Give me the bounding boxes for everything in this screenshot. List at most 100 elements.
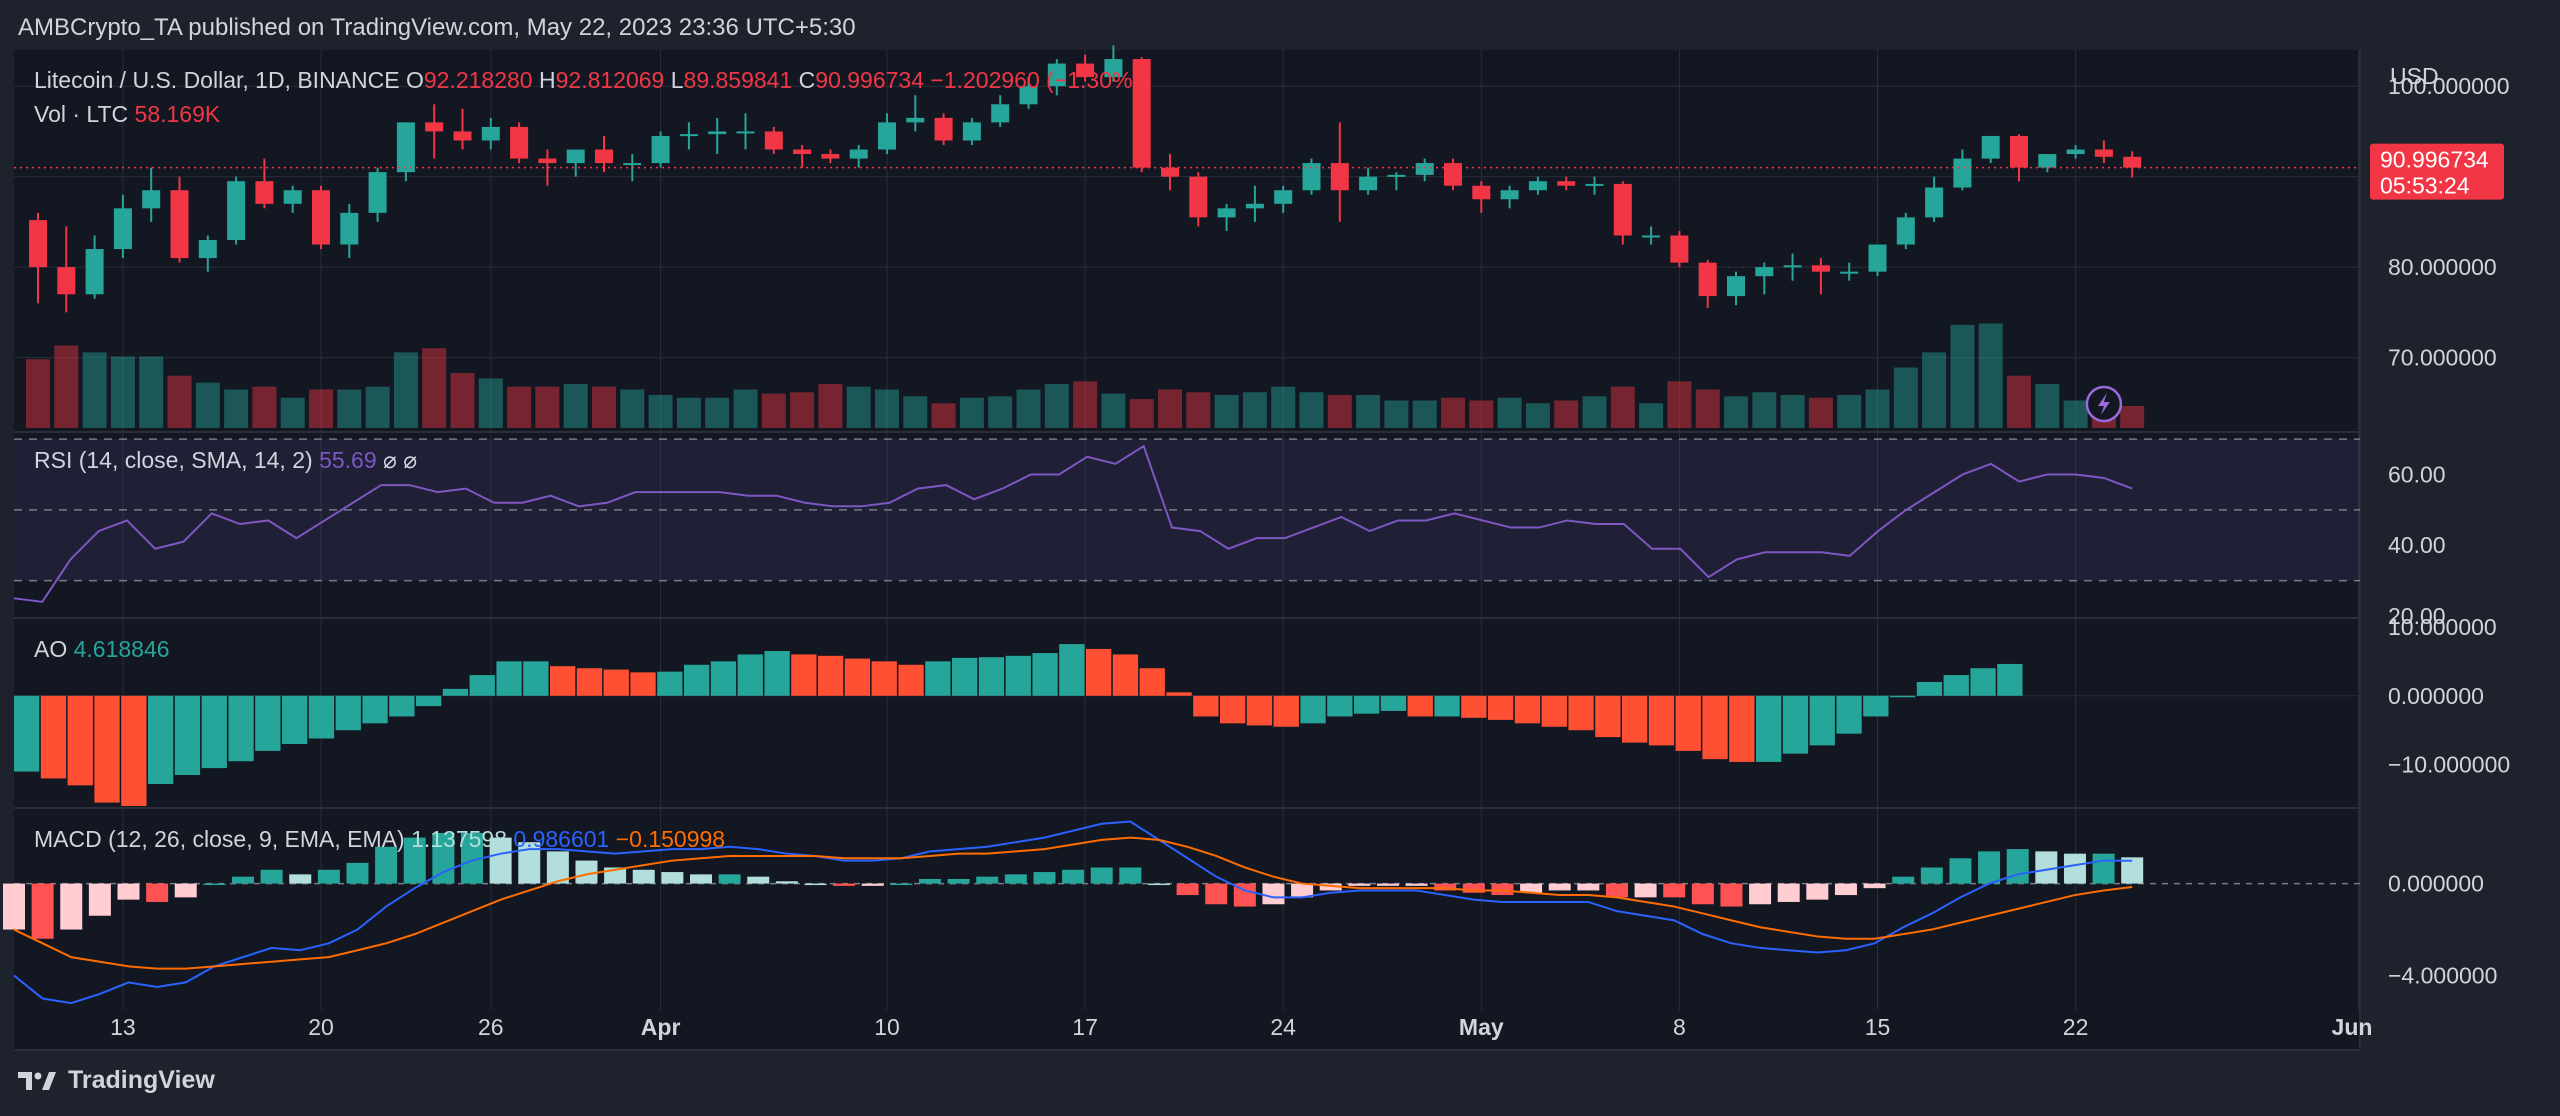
price-tick-label: 100.000000: [2388, 73, 2510, 99]
volume-bar: [2007, 375, 2031, 428]
volume-bar: [1922, 352, 1947, 428]
macd-histogram-bar: [1663, 883, 1686, 898]
ao-bar: [201, 695, 227, 769]
x-tick-label: May: [1459, 1014, 1504, 1040]
price-tick-label: 70.000000: [2388, 345, 2497, 371]
ao-bar: [308, 695, 335, 739]
candle-body: [1444, 163, 1462, 186]
volume-bar: [790, 392, 815, 428]
macd-legend: MACD (12, 26, close, 9, EMA, EMA) 1.1375…: [34, 826, 725, 852]
axes: USD100.00000080.00000070.00000090.996734…: [110, 63, 2510, 1040]
ao-bar: [174, 695, 201, 775]
tradingview-logo[interactable]: TradingView: [18, 1066, 215, 1095]
macd-histogram-bar: [403, 837, 426, 884]
volume-bar: [676, 397, 701, 428]
macd-histogram-bar: [3, 883, 25, 930]
x-tick-label: 22: [2063, 1014, 2089, 1040]
price-tick-label: 80.000000: [2388, 254, 2497, 280]
macd-line: [13, 820, 2133, 1005]
macd-histogram-bar: [1348, 883, 1371, 886]
ao-bar: [1139, 668, 1165, 696]
x-tick-label: 15: [1865, 1014, 1891, 1040]
macd-histogram-bar: [346, 862, 369, 884]
macd-histogram-bar: [203, 883, 226, 886]
candle-body: [1811, 265, 1830, 272]
macd-histogram-bar: [575, 860, 598, 884]
candle-body: [595, 149, 613, 164]
ao-bar: [1032, 653, 1058, 696]
volume-bar: [1865, 389, 1890, 428]
macd-histogram-bar: [1863, 883, 1886, 889]
low-value: 89.859841: [684, 67, 799, 93]
ao-bar: [791, 654, 817, 696]
macd-histogram-bar: [1376, 883, 1399, 886]
candle-body: [1783, 265, 1802, 268]
ao-bar: [1622, 695, 1648, 743]
volume-bar: [252, 386, 277, 428]
volume-bar: [82, 352, 107, 428]
ao-bar: [1193, 695, 1219, 717]
volume-bar: [563, 384, 588, 428]
currency-label: USD: [2390, 63, 2439, 89]
candle-body: [1472, 185, 1491, 200]
ao-bar: [710, 661, 737, 696]
ao-bar: [255, 695, 281, 751]
volume-bar: [1158, 389, 1182, 428]
ao-bar: [416, 695, 442, 707]
volume-bar: [365, 386, 390, 428]
ao-bar: [1166, 692, 1192, 696]
candle-body: [510, 126, 529, 159]
volume-bar: [280, 397, 305, 428]
ao-bar: [148, 695, 174, 784]
ao-bar: [496, 661, 522, 696]
ao-bar: [67, 695, 93, 786]
volume-bar: [1837, 395, 1862, 428]
ao-bar: [576, 668, 603, 696]
rsi-legend: RSI (14, close, SMA, 14, 2) 55.69 ⌀ ⌀: [34, 447, 417, 473]
volume-bar: [309, 389, 333, 428]
price-legend: Litecoin / U.S. Dollar, 1D, BINANCE O92.…: [34, 67, 1140, 93]
volume-bar: [1101, 393, 1126, 428]
volume-bar: [733, 389, 758, 428]
macd-histogram-bar: [1119, 867, 1142, 884]
volume-bar: [1724, 396, 1748, 428]
volume-bar: [1469, 400, 1494, 428]
candle-body: [962, 122, 981, 141]
macd-histogram-bar: [947, 878, 970, 884]
candle-body: [793, 149, 812, 155]
candle-body: [1132, 59, 1151, 168]
macd-histogram-bar: [2121, 857, 2144, 884]
ao-bar: [1300, 695, 1326, 724]
volume-bar: [337, 389, 362, 428]
candle-body: [651, 135, 670, 164]
volume-value: 58.169K: [135, 101, 221, 127]
macd-histogram-bar: [2063, 853, 2086, 884]
macd-histogram-bar: [1176, 883, 1199, 896]
candle-body: [1330, 163, 1349, 191]
macd-histogram-bar: [1062, 869, 1085, 884]
candle-body: [1217, 208, 1236, 218]
macd-histogram-bar: [1491, 883, 1514, 896]
macd-histogram-bar: [375, 846, 398, 884]
candle-body: [1245, 203, 1264, 209]
macd-histogram-bar: [747, 876, 770, 884]
macd-histogram-bar: [1205, 883, 1228, 905]
ao-bar: [14, 695, 40, 772]
volume-bar: [535, 386, 560, 428]
macd-histogram-bar: [146, 883, 169, 902]
volume-bar: [224, 389, 249, 428]
ao-bar: [764, 651, 790, 696]
candle-body: [1387, 174, 1406, 177]
candle-body: [708, 131, 727, 135]
candle-body: [849, 149, 868, 159]
ao-bar: [603, 669, 629, 696]
volume-bar: [1780, 395, 1805, 428]
candle-body: [2066, 149, 2085, 155]
candle-body: [2094, 149, 2113, 157]
macd-histogram-bar: [804, 883, 827, 886]
volume-bar: [1610, 386, 1635, 428]
ao-bar: [684, 664, 710, 696]
volume-bar: [450, 373, 475, 428]
volume-bar: [1186, 392, 1211, 428]
